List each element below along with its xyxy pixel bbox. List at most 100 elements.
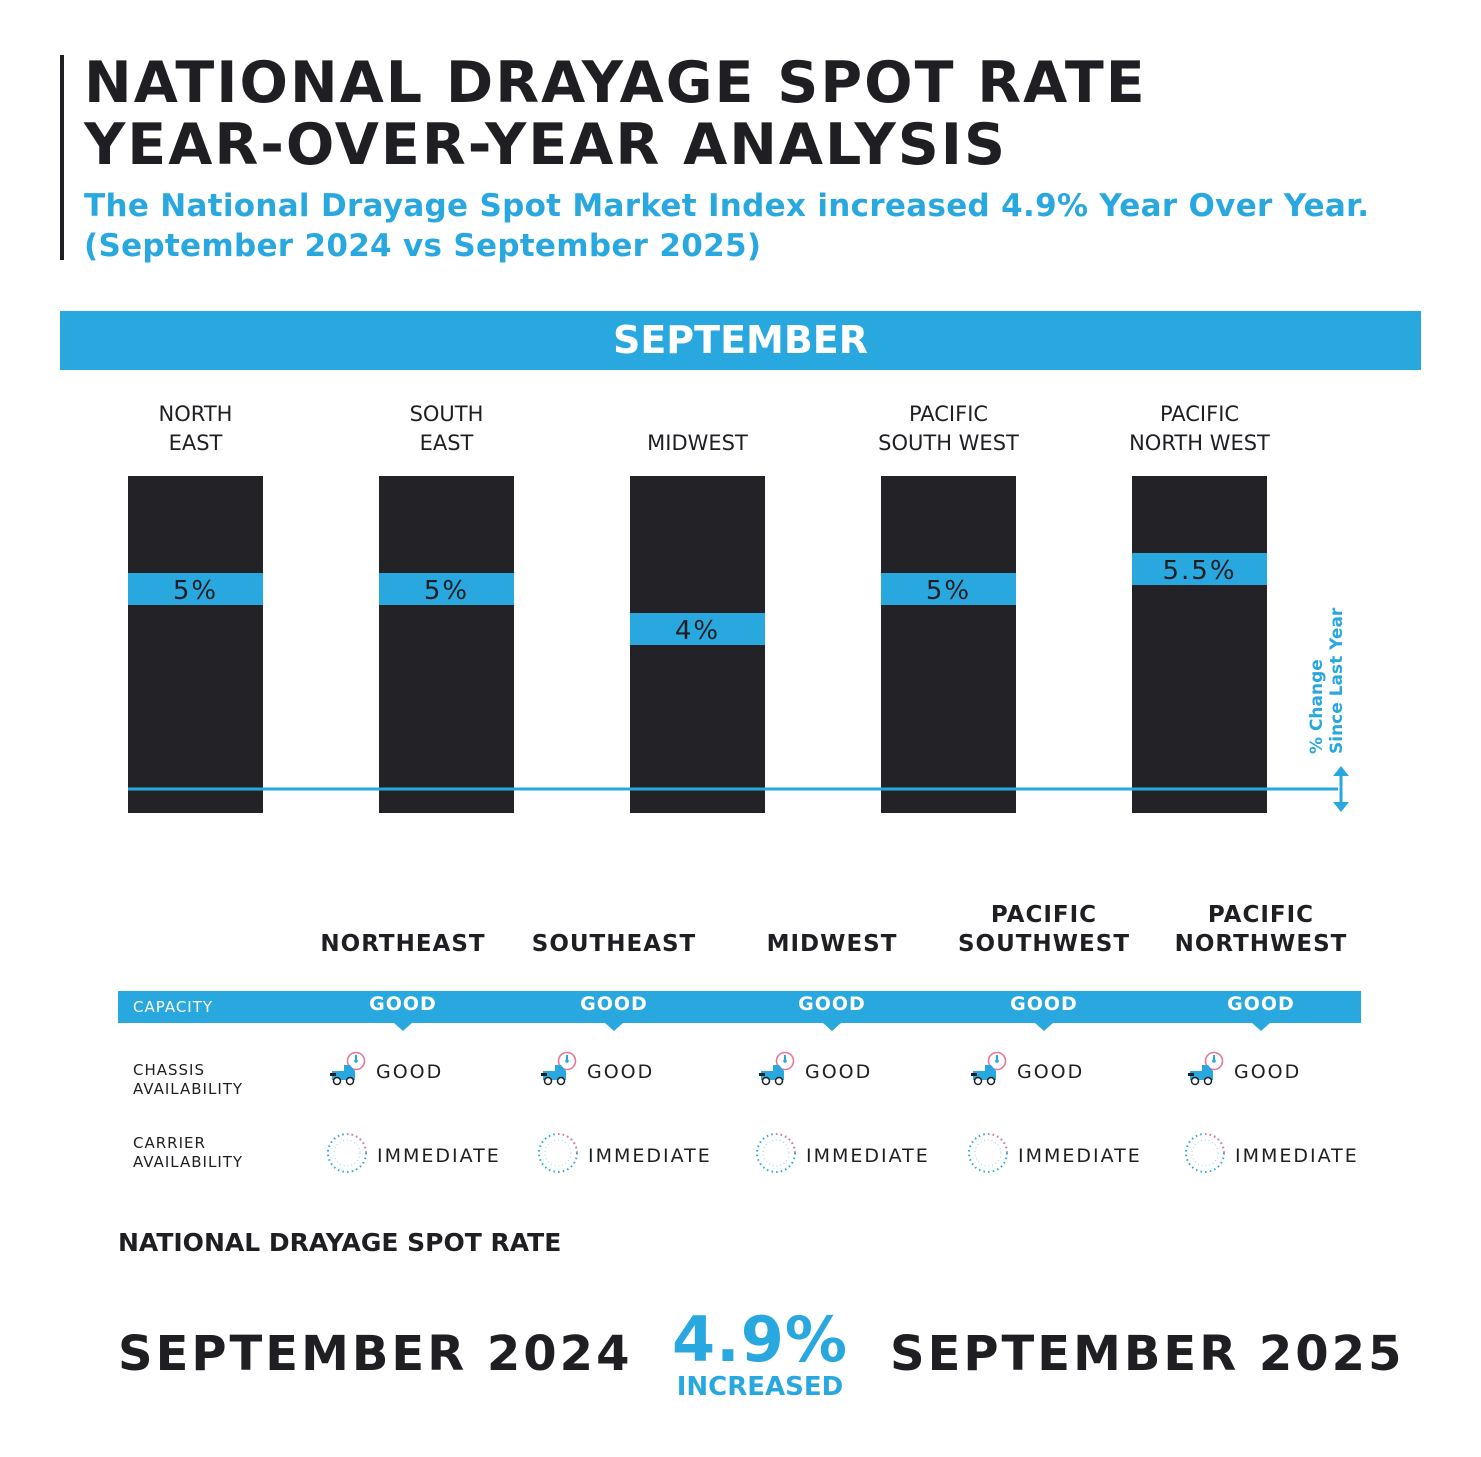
bar-marker-4 <box>1132 553 1267 585</box>
bar-marker-0 <box>128 573 263 605</box>
column-header-4-line-0: PACIFIC <box>1207 902 1315 928</box>
region-label-1-1: EAST <box>420 431 474 455</box>
axis-note-line-0: % Change <box>1307 659 1327 754</box>
axis-arrow-up <box>1333 766 1349 776</box>
column-header-1-line-0: SOUTHEAST <box>531 931 697 957</box>
dashed-clock-icon <box>966 1131 1010 1180</box>
bar-4 <box>1132 476 1267 813</box>
column-header-1: SOUTHEAST <box>509 895 719 959</box>
bar-0 <box>128 476 263 813</box>
national-change-value: 4.9% <box>672 1303 848 1376</box>
carrier-cell-0: IMMEDIATE <box>325 1131 501 1180</box>
month-banner: SEPTEMBER <box>60 311 1421 370</box>
axis-note-line-1: Since Last Year <box>1327 607 1347 754</box>
truck-gauge-icon <box>969 1051 1009 1092</box>
truck-gauge-icon <box>757 1051 797 1092</box>
region-label-1-0: SOUTH <box>410 402 484 426</box>
column-header-2-line-0: MIDWEST <box>766 931 898 957</box>
dashed-clock-icon <box>536 1131 580 1180</box>
capacity-value-3: GOOD <box>1010 993 1078 1015</box>
bar-value-label-1: 5% <box>424 576 469 606</box>
column-header-3-line-0: PACIFIC <box>990 902 1098 928</box>
capacity-notch-3 <box>1035 1023 1053 1031</box>
national-rate-title: NATIONAL DRAYAGE SPOT RATE <box>118 1228 562 1257</box>
chassis-cell-3: GOOD <box>969 1051 1084 1092</box>
column-header-0: NORTHEAST <box>298 895 508 959</box>
page-subtitle: The National Drayage Spot Market Index i… <box>84 186 1369 266</box>
national-change-word: INCREASED <box>676 1372 844 1402</box>
chassis-cell-0: GOOD <box>328 1051 443 1092</box>
capacity-value-2: GOOD <box>798 993 866 1015</box>
month-banner-label: SEPTEMBER <box>612 318 869 362</box>
regional-bar-chart: 5% NORTH EAST 5% SOUTH EAST 4% MIDWEST 5% PACIFIC… <box>128 402 1349 813</box>
subtitle-line-2: (September 2024 vs September 2025) <box>84 228 762 264</box>
chassis-value-4: GOOD <box>1234 1060 1302 1083</box>
chassis-cell-4: GOOD <box>1186 1051 1301 1092</box>
carrier-cell-2: IMMEDIATE <box>754 1131 930 1180</box>
carrier-value-3: IMMEDIATE <box>1018 1144 1142 1167</box>
truck-gauge-icon <box>328 1051 368 1092</box>
capacity-notch-2 <box>823 1023 841 1031</box>
column-header-3: PACIFIC SOUTHWEST <box>939 895 1149 959</box>
chassis-value-3: GOOD <box>1017 1060 1085 1083</box>
capacity-value-1: GOOD <box>580 993 648 1015</box>
bar-3 <box>881 476 1016 813</box>
bar-value-label-2: 4% <box>675 616 720 646</box>
bar-1 <box>379 476 514 813</box>
region-label-4-1: NORTH WEST <box>1129 431 1270 455</box>
to-period: SEPTEMBER 2025 <box>890 1326 1405 1382</box>
bar-value-label-3: 5% <box>926 576 971 606</box>
region-label-4-0: PACIFIC <box>1160 402 1239 426</box>
carrier-value-1: IMMEDIATE <box>588 1144 712 1167</box>
region-label-3-1: SOUTH WEST <box>878 431 1019 455</box>
dashed-clock-icon <box>325 1131 369 1180</box>
carrier-cell-4: IMMEDIATE <box>1183 1131 1359 1180</box>
column-header-0-line-0: NORTHEAST <box>320 931 486 957</box>
title-line-1: NATIONAL DRAYAGE SPOT RATE <box>84 50 1147 116</box>
page-title: NATIONAL DRAYAGE SPOT RATE YEAR-OVER-YEA… <box>84 52 1147 176</box>
carrier-label-line-2: AVAILABILITY <box>133 1153 244 1171</box>
bar-marker-2 <box>630 613 765 645</box>
carrier-value-2: IMMEDIATE <box>806 1144 930 1167</box>
chassis-value-1: GOOD <box>587 1060 655 1083</box>
carrier-value-0: IMMEDIATE <box>377 1144 501 1167</box>
column-header-4-line-1: NORTHWEST <box>1174 931 1348 957</box>
carrier-label-line-1: CARRIER <box>133 1134 206 1152</box>
capacity-band <box>118 991 1361 1023</box>
carrier-value-4: IMMEDIATE <box>1235 1144 1359 1167</box>
chassis-label-line-2: AVAILABILITY <box>133 1080 244 1098</box>
truck-gauge-icon <box>539 1051 579 1092</box>
title-line-2: YEAR-OVER-YEAR ANALYSIS <box>84 112 1008 178</box>
capacity-notch-1 <box>605 1023 623 1031</box>
column-header-2: MIDWEST <box>727 895 937 959</box>
truck-gauge-icon <box>1186 1051 1226 1092</box>
region-label-0-1: EAST <box>169 431 223 455</box>
axis-arrow-down <box>1333 802 1349 812</box>
column-header-3-line-1: SOUTHWEST <box>957 931 1131 957</box>
chassis-value-0: GOOD <box>376 1060 444 1083</box>
carrier-row-label: CARRIER AVAILABILITY <box>133 1134 243 1172</box>
capacity-value-0: GOOD <box>369 993 437 1015</box>
chassis-cell-2: GOOD <box>757 1051 872 1092</box>
column-header-4: PACIFIC NORTHWEST <box>1156 895 1366 959</box>
capacity-value-4: GOOD <box>1227 993 1295 1015</box>
carrier-cell-1: IMMEDIATE <box>536 1131 712 1180</box>
regional-conditions-table: NORTHEAST SOUTHEAST MIDWEST PACIFIC SOUTHWES… <box>118 895 1361 1195</box>
from-period: SEPTEMBER 2024 <box>118 1326 633 1382</box>
subtitle-line-1: The National Drayage Spot Market Index i… <box>84 188 1370 224</box>
dashed-clock-icon <box>754 1131 798 1180</box>
chassis-label-line-1: CHASSIS <box>133 1061 206 1079</box>
bar-marker-3 <box>881 573 1016 605</box>
bar-value-label-0: 5% <box>173 576 218 606</box>
bar-value-label-4: 5.5% <box>1162 556 1236 586</box>
dashed-clock-icon <box>1183 1131 1227 1180</box>
region-label-3-0: PACIFIC <box>909 402 988 426</box>
header-rule <box>60 55 64 260</box>
capacity-notch-4 <box>1252 1023 1270 1031</box>
chassis-row-label: CHASSIS AVAILABILITY <box>133 1061 243 1099</box>
chassis-cell-1: GOOD <box>539 1051 654 1092</box>
capacity-row-label: CAPACITY <box>133 998 214 1016</box>
chassis-value-2: GOOD <box>805 1060 873 1083</box>
carrier-cell-3: IMMEDIATE <box>966 1131 1142 1180</box>
region-label-0-0: NORTH <box>159 402 233 426</box>
